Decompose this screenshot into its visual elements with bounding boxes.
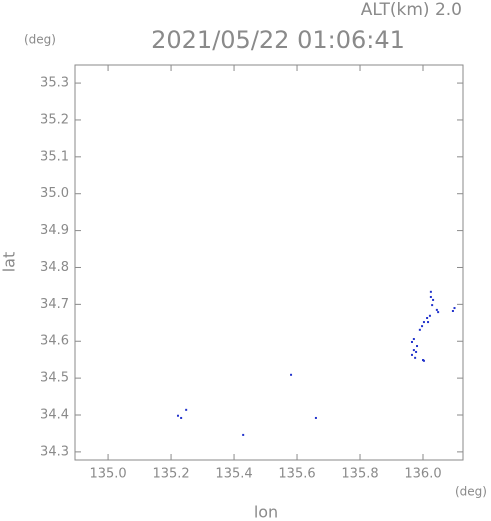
point xyxy=(422,321,425,324)
x-unit: (deg) xyxy=(455,485,487,499)
y-tick-label: 34.6 xyxy=(40,334,69,349)
point xyxy=(432,298,435,301)
y-unit: (deg) xyxy=(24,33,56,47)
annotation: ALT(km) 2.0 xyxy=(361,0,462,20)
point xyxy=(428,314,431,317)
point xyxy=(412,349,415,352)
point xyxy=(410,340,413,343)
point xyxy=(414,356,417,359)
y-tick-label: 35.1 xyxy=(40,149,69,164)
x-tick-label: 135.6 xyxy=(278,467,315,482)
plot-frame xyxy=(74,64,464,461)
y-tick-label: 34.5 xyxy=(40,371,69,386)
point xyxy=(242,433,245,436)
y-label: lat xyxy=(0,252,19,273)
x-tick-label: 135.4 xyxy=(215,467,252,482)
point xyxy=(426,317,429,320)
x-tick-label: 135.8 xyxy=(341,467,378,482)
point xyxy=(429,295,432,298)
point xyxy=(429,290,432,293)
y-tick-label: 34.9 xyxy=(40,223,69,238)
x-tick-label: 135.2 xyxy=(152,467,189,482)
x-tick-label: 136.0 xyxy=(404,467,441,482)
y-tick-label: 35.2 xyxy=(40,112,69,127)
y-tick-label: 34.4 xyxy=(40,408,69,423)
point xyxy=(176,414,179,417)
point xyxy=(427,321,430,324)
x-label: lon xyxy=(254,503,278,521)
y-tick-label: 34.3 xyxy=(40,444,69,459)
x-tick-label: 135.0 xyxy=(89,467,126,482)
point xyxy=(314,416,317,419)
chart-title: 2021/05/22 01:06:41 xyxy=(151,26,405,54)
point xyxy=(437,311,440,314)
y-tick-label: 35.3 xyxy=(40,76,69,91)
point xyxy=(421,325,424,328)
point xyxy=(415,350,418,353)
point xyxy=(180,416,183,419)
point xyxy=(290,373,293,376)
point xyxy=(418,328,421,331)
point xyxy=(412,338,415,341)
y-tick-label: 34.7 xyxy=(40,297,69,312)
y-tick-label: 34.8 xyxy=(40,260,69,275)
point xyxy=(185,408,188,411)
point xyxy=(431,304,434,307)
point xyxy=(422,359,425,362)
point xyxy=(416,345,419,348)
point xyxy=(435,308,438,311)
point xyxy=(451,309,454,312)
point xyxy=(410,353,413,356)
y-tick-label: 35.0 xyxy=(40,186,69,201)
point xyxy=(453,307,456,310)
